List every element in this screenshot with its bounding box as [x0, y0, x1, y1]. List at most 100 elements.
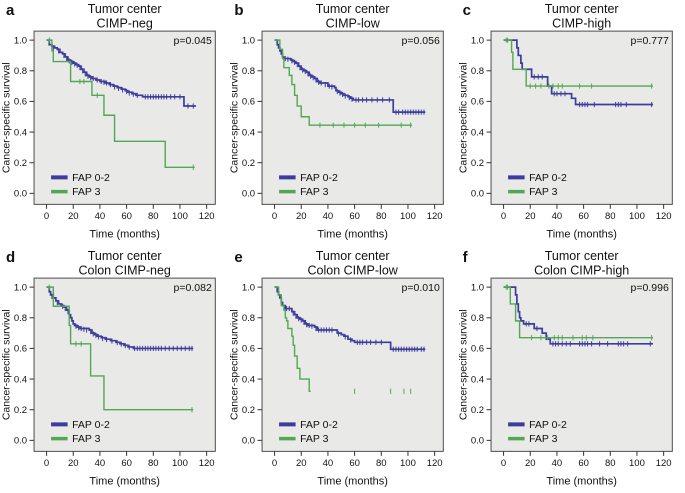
- chart-title: Tumor center: [544, 2, 618, 16]
- x-tick-label: 80: [376, 211, 387, 222]
- x-tick-label: 40: [551, 211, 562, 222]
- x-tick-label: 40: [551, 457, 562, 468]
- p-value: p=0.045: [174, 35, 212, 47]
- p-value: p=0.996: [630, 282, 668, 294]
- x-tick-label: 120: [427, 457, 443, 468]
- legend-label-fap-3: FAP 3: [529, 433, 558, 445]
- y-axis-label: Cancer-specific survival: [1, 309, 13, 420]
- x-tick-label: 80: [605, 211, 616, 222]
- x-axis-label: Time (months): [546, 228, 617, 240]
- series-line-fap-3: [46, 39, 195, 169]
- x-tick-label: 40: [95, 211, 106, 222]
- chart-subtitle: CIMP-neg: [97, 17, 153, 31]
- chart-title: Tumor center: [88, 2, 162, 16]
- x-tick-label: 20: [296, 457, 307, 468]
- chart-title: Tumor center: [544, 249, 618, 263]
- x-tick-label: 120: [655, 457, 671, 468]
- x-axis-label: Time (months): [546, 475, 617, 487]
- chart-subtitle: Colon CIMP-neg: [78, 263, 170, 277]
- y-tick-label: 0.6: [470, 343, 483, 354]
- x-tick-label: 80: [605, 457, 616, 468]
- x-axis-label: Time (months): [89, 228, 159, 240]
- y-axis-label: Cancer-specific survival: [457, 62, 469, 173]
- x-tick-label: 80: [148, 457, 159, 468]
- y-tick-label: 0.0: [14, 189, 27, 200]
- x-tick-label: 100: [629, 211, 645, 222]
- series-line-fap-3: [503, 285, 653, 338]
- y-tick-label: 0.2: [242, 404, 255, 415]
- series-line-fap-0-2: [503, 39, 653, 106]
- x-tick-label: 0: [272, 457, 277, 468]
- panel-letter: f: [462, 248, 468, 266]
- panel-letter: a: [6, 2, 15, 19]
- censor-marks-fap-0-2: [533, 74, 652, 108]
- censor-marks-fap-0-2: [52, 45, 194, 109]
- x-tick-label: 100: [629, 457, 645, 468]
- series-line-fap-3: [274, 39, 413, 126]
- censor-marks-fap-0-2: [285, 55, 425, 115]
- y-tick-label: 0.0: [14, 435, 27, 446]
- x-tick-label: 20: [525, 211, 536, 222]
- y-axis-label: Cancer-specific survival: [1, 62, 13, 173]
- y-tick-label: 0.0: [242, 435, 255, 446]
- censor-marks-fap-3: [505, 37, 652, 89]
- panel-letter: c: [462, 2, 471, 19]
- chart-subtitle: Colon CIMP-high: [534, 263, 629, 277]
- x-tick-label: 120: [199, 211, 215, 222]
- y-tick-label: 0.4: [14, 127, 27, 138]
- legend-label-fap-0-2: FAP 0-2: [72, 418, 110, 430]
- y-tick-label: 0.6: [14, 97, 27, 108]
- series-line-fap-3: [503, 39, 653, 87]
- legend-label-fap-0-2: FAP 0-2: [529, 418, 567, 430]
- chart-subtitle: Colon CIMP-low: [308, 263, 399, 277]
- x-axis-label: Time (months): [89, 475, 159, 487]
- x-tick-label: 60: [578, 457, 589, 468]
- y-tick-label: 0.4: [242, 374, 255, 385]
- x-tick-label: 100: [400, 457, 416, 468]
- x-tick-label: 60: [350, 457, 361, 468]
- y-tick-label: 1.0: [470, 282, 483, 293]
- y-tick-label: 0.4: [470, 374, 483, 385]
- legend-label-fap-3: FAP 3: [300, 433, 329, 445]
- panel-d: d Tumor center Colon CIMP-neg 0.0 0.2 0.4 0.6 0…: [0, 247, 228, 493]
- legend-label-fap-3: FAP 3: [300, 186, 329, 198]
- y-tick-label: 0.2: [14, 404, 27, 415]
- censor-marks-fap-3: [48, 284, 193, 412]
- x-tick-label: 20: [296, 211, 307, 222]
- legend-label-fap-0-2: FAP 0-2: [300, 172, 338, 184]
- x-tick-label: 60: [578, 211, 589, 222]
- y-tick-label: 1.0: [14, 282, 27, 293]
- y-tick-label: 1.0: [242, 282, 255, 293]
- y-tick-label: 0.8: [14, 66, 27, 77]
- x-tick-label: 60: [350, 211, 361, 222]
- x-tick-label: 0: [44, 457, 49, 468]
- x-tick-label: 0: [44, 211, 49, 222]
- panel-a: a Tumor center CIMP-neg 0.0 0.2 0.4 0.6 0.8 1.0 0…: [0, 0, 228, 247]
- y-tick-label: 0.6: [470, 97, 483, 108]
- p-value: p=0.056: [402, 35, 440, 47]
- x-tick-label: 120: [655, 211, 671, 222]
- panel-letter: b: [234, 2, 244, 19]
- censor-marks-fap-3: [505, 284, 652, 340]
- censor-marks-fap-0-2: [51, 293, 193, 351]
- y-axis-label: Cancer-specific survival: [229, 309, 241, 420]
- p-value: p=0.777: [630, 35, 668, 47]
- plot-border: [261, 277, 445, 452]
- y-tick-label: 0.2: [14, 158, 27, 169]
- x-tick-label: 80: [148, 211, 159, 222]
- y-tick-label: 0.2: [470, 404, 483, 415]
- x-tick-label: 40: [323, 211, 334, 222]
- x-tick-label: 60: [121, 457, 132, 468]
- legend-label-fap-0-2: FAP 0-2: [72, 172, 110, 184]
- p-value: p=0.010: [402, 282, 440, 294]
- legend-label-fap-3: FAP 3: [529, 186, 558, 198]
- p-value: p=0.082: [174, 282, 212, 294]
- series-line-fap-3: [274, 285, 311, 392]
- panel-letter: d: [6, 248, 16, 266]
